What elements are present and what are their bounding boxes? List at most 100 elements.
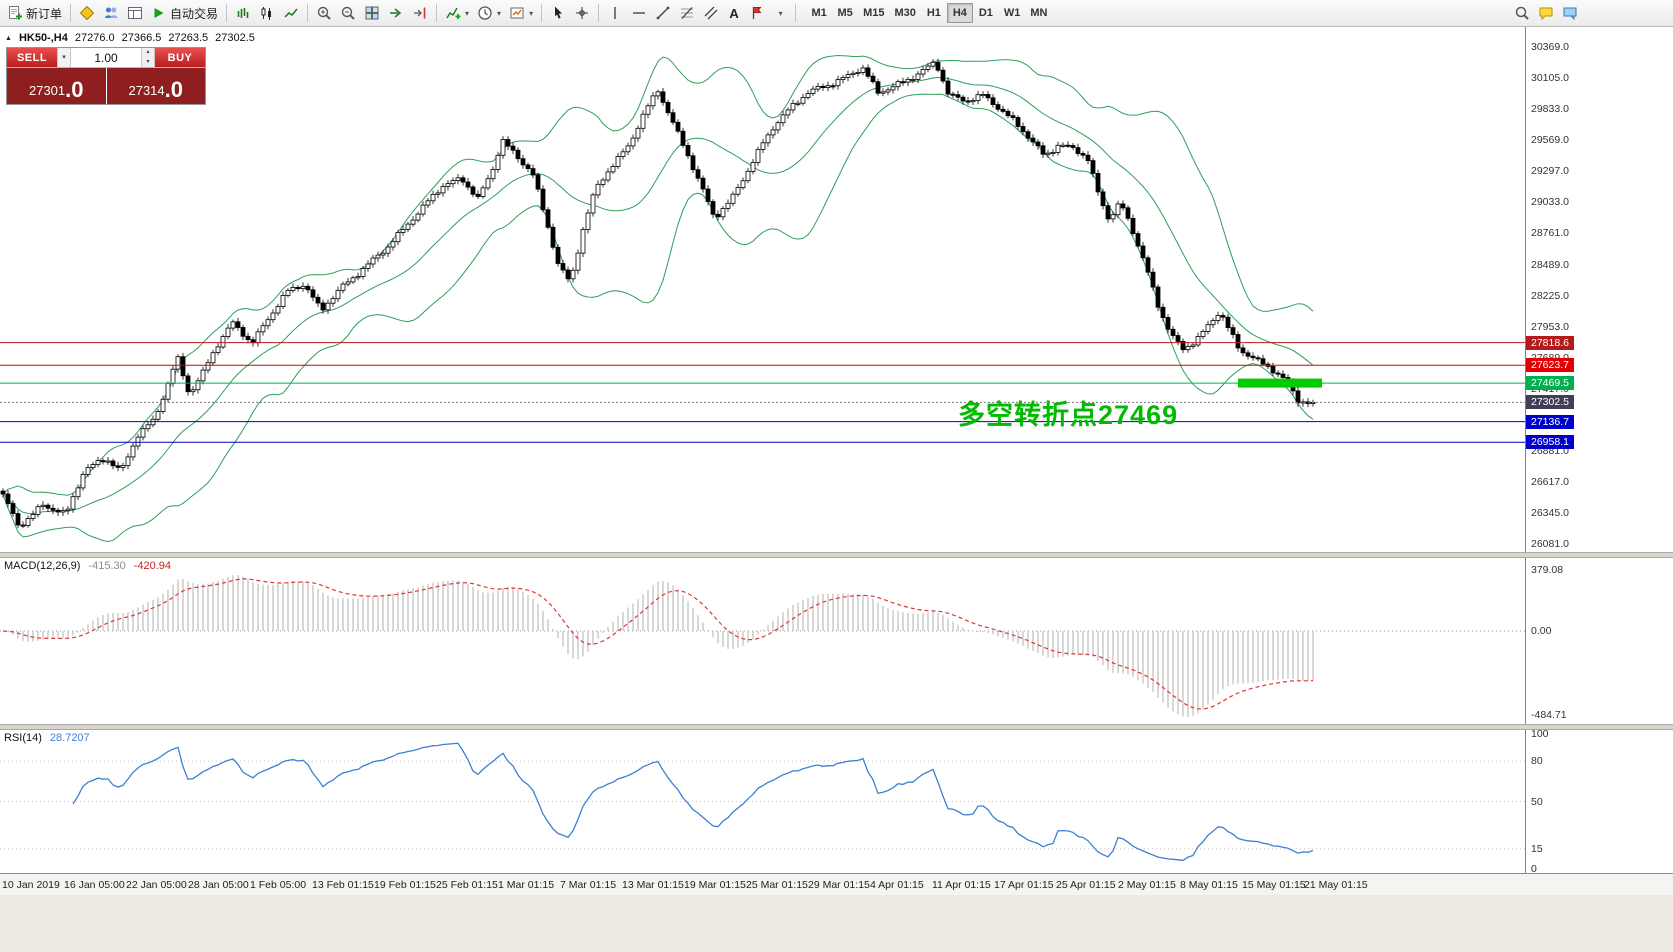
- line-chart-button[interactable]: [279, 2, 303, 24]
- dropdown-arrow-icon: ▾: [465, 8, 470, 18]
- periods-button[interactable]: ▾: [473, 2, 505, 24]
- date-label: 21 May 01:15: [1304, 879, 1368, 891]
- auto-scroll-button[interactable]: [384, 2, 408, 24]
- timeframe-w1[interactable]: W1: [1003, 7, 1021, 19]
- tile-windows-icon: [365, 6, 379, 20]
- label-tool-button[interactable]: [745, 2, 769, 24]
- support-highlight-bar[interactable]: [1238, 378, 1322, 388]
- ohlc-header: ▲ HK50-,H4 27276.0 27366.5 27263.5 27302…: [5, 32, 255, 44]
- chart-shift-button[interactable]: [408, 2, 432, 24]
- arrow-tools-dropdown[interactable]: ▾: [769, 2, 791, 24]
- channel-button[interactable]: [699, 2, 723, 24]
- toolbar-separator: [541, 4, 543, 22]
- timeframe-m30[interactable]: M30: [894, 7, 916, 19]
- data-window-button[interactable]: [123, 2, 147, 24]
- macd-panel[interactable]: [0, 558, 1525, 724]
- auto-trading-button[interactable]: 自动交易: [147, 2, 222, 24]
- ohlc-close: 27302.5: [215, 32, 255, 44]
- bar-chart-icon: [237, 8, 249, 18]
- tile-windows-button[interactable]: [360, 2, 384, 24]
- cursor-button[interactable]: [546, 2, 570, 24]
- timeframe-group: M1 M5 M15 M30 H1 H4 D1 W1 MN: [806, 3, 1052, 23]
- chat-button[interactable]: [1534, 2, 1558, 24]
- auto-trading-icon: [154, 8, 164, 18]
- price-tick: 28761.0: [1531, 227, 1569, 239]
- buy-price-main: 27314: [128, 83, 165, 98]
- text-tool-button[interactable]: A: [723, 2, 745, 24]
- volume-down-button[interactable]: ▾: [142, 57, 154, 67]
- timeframe-h4[interactable]: H4: [946, 3, 973, 23]
- horizontal-line-button[interactable]: [627, 2, 651, 24]
- rsi-panel[interactable]: [0, 730, 1525, 873]
- candlestick-chart[interactable]: [0, 27, 1525, 552]
- panel-splitter[interactable]: [0, 552, 1673, 558]
- volume-up-button[interactable]: ▴: [142, 48, 154, 58]
- price-tick: 29569.0: [1531, 134, 1569, 146]
- sell-button[interactable]: SELL: [7, 48, 57, 67]
- timeframe-m1[interactable]: M1: [811, 7, 827, 19]
- buy-price[interactable]: 27314.0: [106, 68, 205, 104]
- price-level-tag[interactable]: 27136.7: [1526, 415, 1574, 429]
- sell-price[interactable]: 27301.0: [7, 68, 106, 104]
- date-label: 13 Feb 01:15: [312, 879, 374, 891]
- search-button[interactable]: [1510, 2, 1534, 24]
- community-button[interactable]: [1558, 2, 1582, 24]
- search-icon: [1515, 6, 1529, 20]
- vertical-line-button[interactable]: [603, 2, 627, 24]
- date-label: 25 Apr 01:15: [1056, 879, 1116, 891]
- price-level-tag[interactable]: 27623.7: [1526, 358, 1574, 372]
- timeframe-mn[interactable]: MN: [1030, 7, 1048, 19]
- macd-label: MACD(12,26,9): [4, 560, 81, 572]
- price-tick: 28489.0: [1531, 259, 1569, 271]
- market-watch-icon: [79, 5, 95, 21]
- new-order-icon: [9, 6, 22, 20]
- bar-chart-button[interactable]: [231, 2, 255, 24]
- macd-axis-label: 0.00: [1531, 625, 1552, 637]
- crosshair-button[interactable]: [570, 2, 594, 24]
- date-label: 19 Mar 01:15: [684, 879, 746, 891]
- timeframe-m15[interactable]: M15: [863, 7, 885, 19]
- profiles-button[interactable]: [99, 2, 123, 24]
- price-axis[interactable]: 30369.0 30105.0 29833.0 29569.0 29297.0 29033…: [1525, 27, 1673, 875]
- date-label: 4 Apr 01:15: [870, 879, 924, 891]
- price-level-tag[interactable]: 27818.6: [1526, 336, 1574, 350]
- bollinger-middle-band: [2, 76, 1314, 515]
- timeframe-d1[interactable]: D1: [978, 7, 993, 19]
- candlestick-chart-button[interactable]: [255, 2, 279, 24]
- new-order-button[interactable]: 新订单: [3, 2, 66, 24]
- price-tick: 28225.0: [1531, 290, 1569, 302]
- price-level-tag[interactable]: 27469.5: [1526, 376, 1574, 390]
- buy-button[interactable]: BUY: [155, 48, 205, 67]
- templates-button[interactable]: ▾: [505, 2, 537, 24]
- crosshair-icon: [576, 7, 589, 19]
- sell-price-main: 27301: [28, 83, 66, 98]
- panel-splitter[interactable]: [0, 724, 1673, 730]
- line-chart-icon: [284, 8, 298, 18]
- date-label: 16 Jan 05:00: [64, 879, 125, 891]
- cursor-icon: [555, 6, 563, 19]
- rsi-axis-label: 0: [1531, 863, 1537, 875]
- indicators-button[interactable]: ▾: [441, 2, 473, 24]
- zoom-out-button[interactable]: [336, 2, 360, 24]
- macd-header: MACD(12,26,9) -415.30 -420.94: [4, 560, 171, 572]
- vertical-line-icon: [614, 7, 616, 19]
- one-click-toggle[interactable]: ▲: [5, 34, 12, 42]
- date-label: 19 Feb 01:15: [374, 879, 436, 891]
- macd-signal-value: -420.94: [133, 560, 172, 572]
- trendline-button[interactable]: [651, 2, 675, 24]
- chart-annotation[interactable]: 多空转折点27469: [958, 400, 1179, 430]
- timeframe-h1[interactable]: H1: [926, 7, 941, 19]
- horizontal-line-icon: [633, 12, 646, 14]
- price-level-tag[interactable]: 26958.1: [1526, 435, 1574, 449]
- fibonacci-button[interactable]: [675, 2, 699, 24]
- time-axis[interactable]: 10 Jan 2019 16 Jan 05:00 22 Jan 05:00 28 Ja…: [0, 873, 1673, 895]
- label-icon: [752, 7, 762, 19]
- timeframe-m5[interactable]: M5: [837, 7, 853, 19]
- volume-dropdown[interactable]: ▾: [57, 48, 71, 67]
- zoom-in-icon: [317, 6, 331, 20]
- volume-input[interactable]: [71, 48, 141, 67]
- date-label: 22 Jan 05:00: [126, 879, 187, 891]
- market-watch-button[interactable]: [75, 2, 99, 24]
- current-price-tag: 27302.5: [1526, 395, 1574, 409]
- zoom-in-button[interactable]: [312, 2, 336, 24]
